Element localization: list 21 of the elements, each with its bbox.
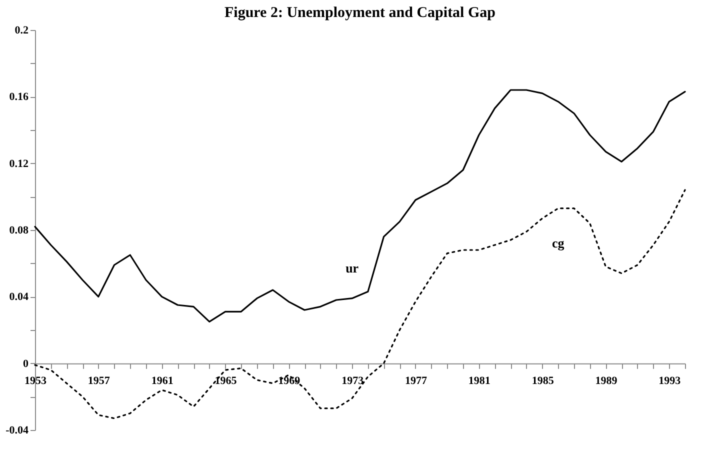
y-tick-label: 0.16 (9, 91, 29, 104)
series-label: ur (346, 260, 359, 276)
y-tick-label: 0 (23, 358, 29, 370)
y-tick-label: 0.2 (14, 24, 29, 36)
x-tick-label: 1977 (404, 374, 428, 387)
y-tick-label: 0.08 (9, 224, 29, 236)
x-tick-label: 1965 (214, 374, 238, 387)
x-tick-label: 1993 (658, 374, 682, 387)
x-tick-label: 1961 (151, 374, 174, 387)
x-tick-label: 1989 (595, 374, 618, 387)
x-tick-label: 1985 (532, 374, 554, 387)
y-tick-label: -0.04 (6, 424, 29, 436)
y-tick-label: 0.12 (9, 158, 29, 170)
chart-title: Figure 2: Unemployment and Capital Gap (224, 5, 496, 21)
line-series (34, 89, 686, 322)
x-tick-label: 1953 (24, 374, 47, 387)
y-tick-label: 0.04 (9, 291, 29, 304)
x-tick-label: 1957 (88, 374, 110, 387)
x-tick-label: 1973 (342, 374, 364, 387)
series-label: cg (552, 235, 565, 250)
x-tick-label: 1981 (468, 374, 490, 387)
